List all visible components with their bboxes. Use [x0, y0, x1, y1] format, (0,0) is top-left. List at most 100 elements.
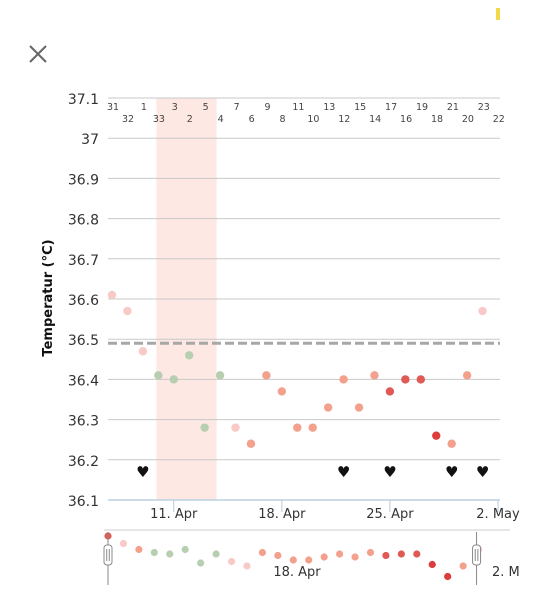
- heart-icon: ♥: [476, 463, 489, 481]
- temperature-point[interactable]: [370, 371, 379, 380]
- cycle-day-label: 21: [447, 102, 459, 113]
- temperature-point[interactable]: [154, 371, 163, 380]
- temperature-point[interactable]: [478, 306, 487, 316]
- temperature-point[interactable]: [401, 375, 410, 384]
- cycle-day-label: 20: [462, 114, 474, 125]
- temperature-point[interactable]: [231, 423, 240, 432]
- cycle-day-label: 1: [141, 102, 147, 113]
- overview-point: [351, 553, 359, 561]
- y-tick-label: 36.3: [68, 414, 99, 430]
- cycle-day-label: 8: [279, 114, 285, 125]
- cycle-day-label: 22: [493, 114, 505, 125]
- status-indicator: [496, 8, 500, 20]
- heart-icon: ♥: [445, 463, 458, 481]
- overview-point: [305, 556, 313, 564]
- overview-date-label-right: 2. M: [492, 565, 520, 580]
- overview-point: [166, 550, 174, 558]
- overview-point: [366, 548, 375, 557]
- temperature-point[interactable]: [169, 375, 178, 384]
- cycle-day-label: 23: [478, 102, 490, 113]
- close-button[interactable]: [24, 40, 52, 68]
- temperature-point[interactable]: [293, 423, 302, 432]
- overview-point: [212, 550, 220, 558]
- overview-point: [413, 550, 421, 558]
- temperature-point[interactable]: [200, 423, 209, 432]
- overview-date-label: 18. Apr: [273, 565, 321, 580]
- temperature-point[interactable]: [432, 431, 441, 440]
- close-icon: [29, 45, 47, 63]
- overview-point: [197, 559, 205, 567]
- overview-point: [382, 551, 390, 560]
- cycle-day-label: 17: [385, 102, 397, 113]
- range-handle[interactable]: [103, 544, 113, 566]
- temperature-point[interactable]: [447, 439, 456, 448]
- overview-point: [428, 560, 436, 569]
- overview-point: [336, 550, 344, 558]
- range-handle[interactable]: [472, 544, 482, 566]
- cycle-day-label: 10: [307, 114, 319, 125]
- y-tick-label: 36.5: [68, 333, 99, 349]
- y-tick-label: 36.1: [68, 494, 99, 510]
- temperature-point[interactable]: [416, 375, 425, 384]
- temperature-point[interactable]: [462, 371, 472, 380]
- temperature-point[interactable]: [277, 387, 287, 396]
- overview-point: [181, 545, 189, 554]
- temperature-point[interactable]: [323, 403, 333, 412]
- x-tick-label: 2. May: [476, 507, 520, 522]
- heart-icon: ♥: [383, 463, 396, 481]
- temperature-point[interactable]: [123, 306, 132, 316]
- cycle-day-label: 4: [218, 114, 224, 125]
- cycle-day-label: 6: [249, 114, 255, 125]
- cycle-day-label: 33: [153, 114, 165, 125]
- y-tick-label: 36.6: [68, 293, 99, 309]
- overview-point: [135, 545, 143, 554]
- overview-navigator[interactable]: 18. Apr 2. M: [103, 529, 520, 585]
- overview-point: [150, 548, 158, 557]
- cycle-day-label: 19: [416, 102, 428, 113]
- overview-point: [227, 557, 236, 566]
- temperature-point[interactable]: [246, 439, 256, 448]
- cycle-day-label: 31: [107, 102, 119, 113]
- cycle-day-label: 16: [400, 114, 412, 125]
- overview-point: [289, 556, 297, 564]
- x-tick-label: 25. Apr: [366, 507, 414, 522]
- overview-point: [274, 551, 282, 560]
- overview-point: [444, 572, 452, 581]
- overview-point: [320, 553, 328, 561]
- cycle-day-label: 3: [172, 102, 178, 113]
- temperature-point[interactable]: [385, 387, 395, 396]
- y-tick-label: 36.8: [68, 213, 99, 229]
- temperature-point[interactable]: [308, 423, 317, 432]
- y-tick-label: 36.2: [68, 454, 99, 470]
- y-tick-label: 36.9: [68, 172, 99, 188]
- overview-point: [397, 550, 405, 558]
- overview-point: [243, 562, 251, 570]
- x-tick-label: 11. Apr: [150, 507, 198, 522]
- x-tick-label: 18. Apr: [258, 507, 306, 522]
- temperature-point[interactable]: [215, 371, 225, 380]
- heart-icon: ♥: [337, 463, 350, 481]
- temperature-point[interactable]: [339, 375, 348, 384]
- y-tick-label: 36.7: [68, 253, 99, 269]
- cycle-day-label: 7: [234, 102, 240, 113]
- temperature-point[interactable]: [185, 351, 194, 360]
- overview-point: [459, 562, 467, 570]
- temperature-point[interactable]: [107, 290, 117, 300]
- cycle-day-label: 15: [354, 102, 366, 113]
- temperature-point[interactable]: [354, 403, 364, 412]
- cycle-day-label: 14: [369, 114, 381, 125]
- cycle-day-label: 32: [122, 114, 134, 125]
- overview-point: [119, 539, 128, 548]
- cycle-day-label: 12: [338, 114, 350, 125]
- temperature-point[interactable]: [138, 347, 148, 356]
- temperature-point[interactable]: [262, 371, 271, 380]
- y-axis-label: Temperatur (°C): [41, 239, 56, 356]
- cycle-day-label: 11: [292, 102, 304, 113]
- cycle-day-label: 13: [323, 102, 335, 113]
- y-tick-label: 37.1: [68, 92, 99, 108]
- cycle-day-label: 2: [187, 114, 193, 125]
- heart-icon: ♥: [136, 463, 149, 481]
- y-tick-label: 36.4: [68, 373, 99, 389]
- y-tick-label: 37: [81, 132, 99, 148]
